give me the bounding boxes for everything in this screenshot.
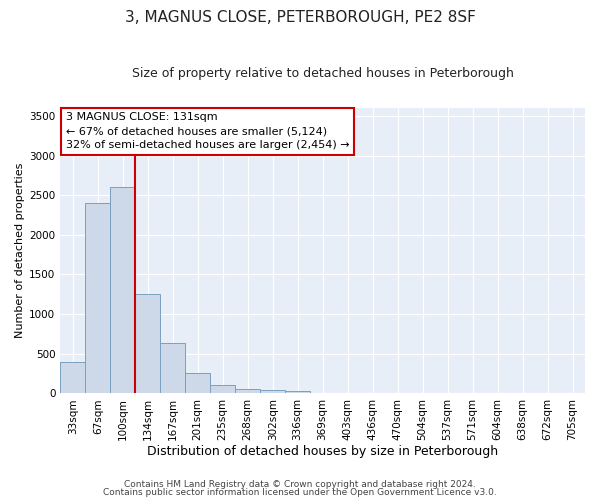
Bar — [235, 388, 260, 394]
Bar — [260, 390, 285, 394]
Text: Contains HM Land Registry data © Crown copyright and database right 2024.: Contains HM Land Registry data © Crown c… — [124, 480, 476, 489]
X-axis label: Distribution of detached houses by size in Peterborough: Distribution of detached houses by size … — [147, 444, 498, 458]
Bar — [285, 391, 310, 394]
Text: Contains public sector information licensed under the Open Government Licence v3: Contains public sector information licen… — [103, 488, 497, 497]
Bar — [210, 384, 235, 394]
Bar — [135, 294, 160, 394]
Text: 3 MAGNUS CLOSE: 131sqm
← 67% of detached houses are smaller (5,124)
32% of semi-: 3 MAGNUS CLOSE: 131sqm ← 67% of detached… — [65, 112, 349, 150]
Title: Size of property relative to detached houses in Peterborough: Size of property relative to detached ho… — [132, 68, 514, 80]
Bar — [85, 203, 110, 394]
Text: 3, MAGNUS CLOSE, PETERBOROUGH, PE2 8SF: 3, MAGNUS CLOSE, PETERBOROUGH, PE2 8SF — [125, 10, 475, 25]
Bar — [185, 372, 210, 394]
Bar — [60, 362, 85, 394]
Bar — [160, 342, 185, 394]
Bar — [110, 188, 135, 394]
Y-axis label: Number of detached properties: Number of detached properties — [15, 163, 25, 338]
